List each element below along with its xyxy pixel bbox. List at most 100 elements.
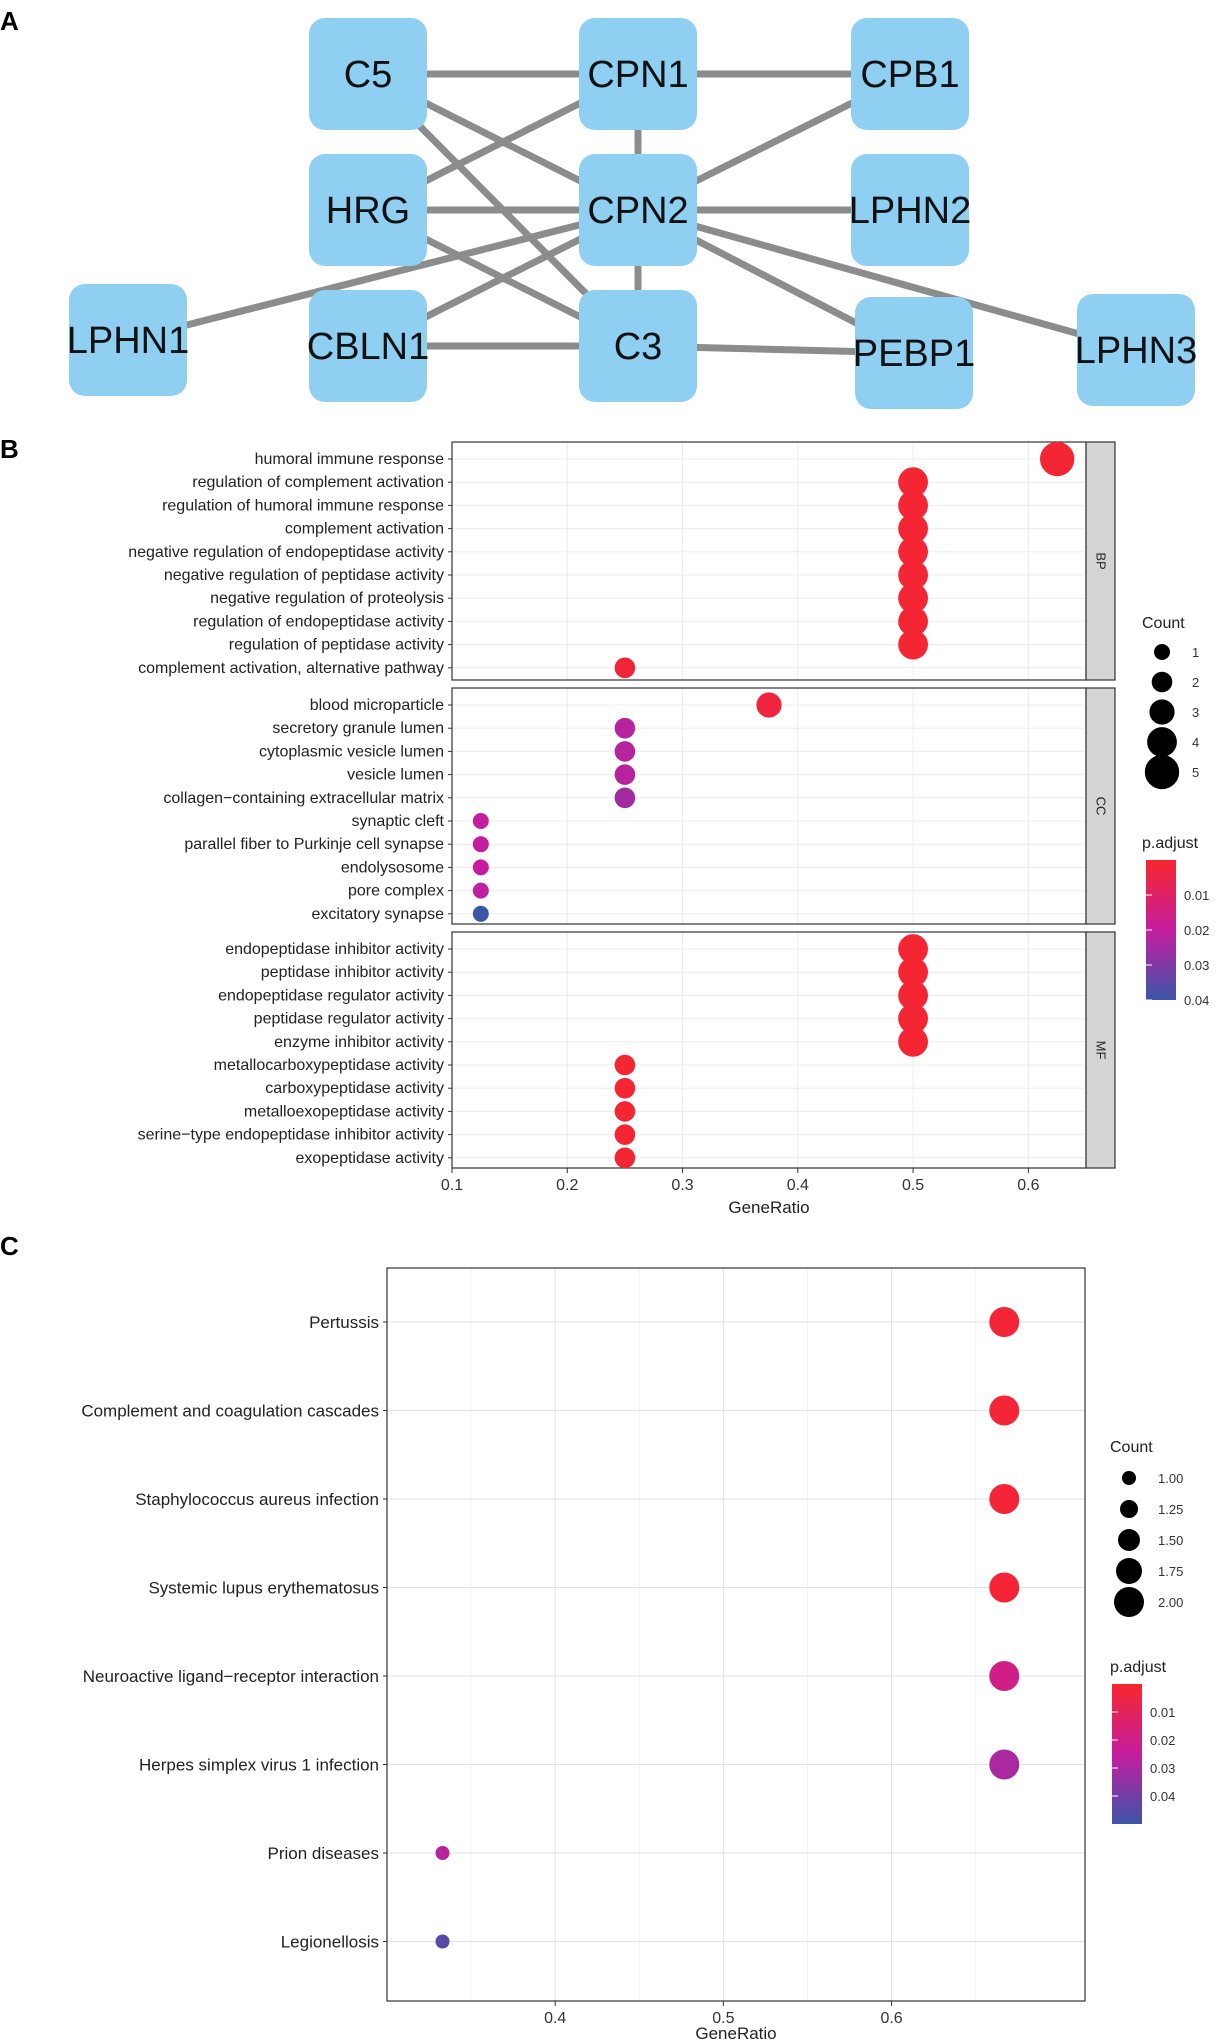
facet-label-bp: BP — [1094, 552, 1109, 569]
dot-peptidase-regulator-activity — [898, 1003, 928, 1034]
dot-parallel-fiber-to-purkinje-cell-synapse — [472, 836, 489, 853]
legend-count-label: 1.25 — [1158, 1502, 1183, 1517]
term-label: endopeptidase inhibitor activity — [225, 941, 444, 958]
term-label: serine−type endopeptidase inhibitor acti… — [138, 1127, 444, 1144]
legend-count-dot — [1144, 754, 1180, 790]
legend-count-dot — [1151, 671, 1173, 693]
node-cpn2 — [579, 154, 697, 266]
node-lphn2 — [851, 154, 969, 266]
legend-count-title: Count — [1142, 615, 1185, 632]
pathway-label: Neuroactive ligand−receptor interaction — [83, 1667, 379, 1686]
node-hrg — [309, 154, 427, 266]
term-label: negative regulation of proteolysis — [210, 590, 444, 607]
dot-humoral-immune-response — [1039, 441, 1075, 477]
x-tick-label: 0.5 — [902, 1177, 924, 1194]
dot-complement-activation-alternative-pathway — [614, 657, 636, 679]
facet-strip-cc — [1085, 687, 1116, 925]
node-lphn3 — [1077, 294, 1195, 406]
term-label: excitatory synapse — [311, 906, 444, 923]
term-label: parallel fiber to Purkinje cell synapse — [184, 836, 444, 853]
kegg-enrichment-chart: Pertussis Complement and coagulation casc… — [81, 1267, 1183, 2041]
term-label: pore complex — [348, 883, 444, 900]
x-axis-title: GeneRatio — [695, 2024, 776, 2041]
term-label: regulation of complement activation — [192, 474, 444, 491]
term-label: regulation of peptidase activity — [229, 637, 444, 654]
dot-endolysosome — [472, 859, 489, 876]
legend-count-label: 2.00 — [1158, 1595, 1183, 1610]
legend-count-label: 1.00 — [1158, 1471, 1183, 1486]
facet-label-cc: CC — [1094, 797, 1109, 816]
x-tick-label: 0.4 — [787, 1177, 809, 1194]
legend-padj-label: 0.04 — [1184, 993, 1209, 1008]
legend-padj-title: p.adjust — [1142, 835, 1199, 852]
dot-legionellosis — [435, 1934, 450, 1949]
legend-padj-label: 0.03 — [1184, 958, 1209, 973]
dot-regulation-of-complement-activation — [898, 467, 928, 498]
x-tick-label: 0.4 — [544, 2010, 566, 2027]
dot-negative-regulation-of-proteolysis — [898, 583, 928, 614]
legend-count-dot — [1149, 699, 1175, 725]
x-tick-label: 0.6 — [1017, 1177, 1039, 1194]
dot-regulation-of-humoral-immune-response — [898, 490, 928, 521]
legend-count-label: 3 — [1192, 705, 1199, 720]
dot-cytoplasmic-vesicle-lumen — [614, 741, 636, 762]
node-cbln1 — [309, 290, 427, 402]
node-lphn1 — [69, 284, 187, 396]
node-label-hrg: HRG — [326, 190, 410, 232]
dot-metallocarboxypeptidase-activity — [614, 1054, 636, 1076]
term-label: peptidase regulator activity — [254, 1011, 444, 1028]
dot-carboxypeptidase-activity — [614, 1077, 636, 1099]
dot-staphylococcus-aureus-infection — [989, 1484, 1020, 1514]
legend-padj-label: 0.03 — [1150, 1761, 1175, 1776]
x-tick-label: 0.5 — [712, 2010, 734, 2027]
pathway-label: Complement and coagulation cascades — [81, 1402, 379, 1421]
node-pebp1 — [855, 297, 973, 409]
dot-negative-regulation-of-endopeptidase-activity — [898, 536, 928, 567]
term-label: complement activation, alternative pathw… — [138, 660, 444, 677]
node-label-pebp1: PEBP1 — [853, 333, 976, 375]
plot-panel — [387, 1268, 1085, 2001]
legend-count-label: 1.75 — [1158, 1564, 1183, 1579]
x-axis-title: GeneRatio — [728, 1198, 809, 1217]
legend-count-dot — [1116, 1558, 1142, 1584]
panel-label-b: B — [0, 434, 19, 464]
dot-serine-type-endopeptidase-inhibitor-activity — [614, 1124, 636, 1145]
legend-padj-label: 0.02 — [1184, 923, 1209, 938]
dot-neuroactive-ligand-receptor-interaction — [989, 1661, 1020, 1691]
dot-secretory-granule-lumen — [614, 717, 636, 739]
dot-pore-complex — [472, 882, 489, 899]
legend-count-label: 4 — [1192, 735, 1199, 750]
legend-count-dot — [1114, 1587, 1144, 1617]
panel-label-a: A — [0, 6, 19, 36]
node-label-cpn1: CPN1 — [587, 54, 688, 96]
dot-complement-and-coagulation-cascades — [989, 1395, 1020, 1426]
ppi-network: C5 CPN1 CPB1 HRG CPN2 LPHN2 LPHN1 CBLN1 C3 PEBP1 L… — [67, 18, 1197, 409]
x-tick-label: 0.1 — [441, 1177, 463, 1194]
term-label: negative regulation of peptidase activit… — [164, 567, 444, 584]
term-label: vesicle lumen — [347, 767, 444, 784]
legend-count-dot — [1122, 1471, 1136, 1485]
dot-endopeptidase-inhibitor-activity — [898, 934, 928, 964]
term-label: endopeptidase regulator activity — [218, 987, 444, 1004]
term-label: blood microparticle — [310, 697, 444, 714]
pathway-label: Pertussis — [309, 1313, 379, 1332]
term-label: complement activation — [285, 521, 444, 538]
dot-peptidase-inhibitor-activity — [898, 957, 928, 988]
go-enrichment-chart: BP humoral immune response regulation of c… — [128, 441, 1209, 1217]
term-label: exopeptidase activity — [295, 1150, 444, 1167]
dot-herpes-simplex-virus-1-infection — [989, 1749, 1020, 1780]
term-label: regulation of endopeptidase activity — [193, 613, 444, 630]
legend-count-label: 2 — [1192, 675, 1199, 690]
legend-colorbar — [1112, 1684, 1142, 1824]
dot-endopeptidase-regulator-activity — [898, 980, 928, 1011]
node-label-cpn2: CPN2 — [587, 190, 688, 232]
legend-count-dot — [1154, 644, 1170, 660]
legend-padj-label: 0.01 — [1184, 888, 1209, 903]
panel-label-c: C — [0, 1231, 19, 1261]
plot-border — [386, 1267, 1086, 2002]
pathway-label: Prion diseases — [267, 1844, 379, 1863]
dot-negative-regulation-of-peptidase-activity — [898, 560, 928, 590]
term-label: enzyme inhibitor activity — [274, 1034, 444, 1051]
term-label: humoral immune response — [255, 451, 445, 468]
